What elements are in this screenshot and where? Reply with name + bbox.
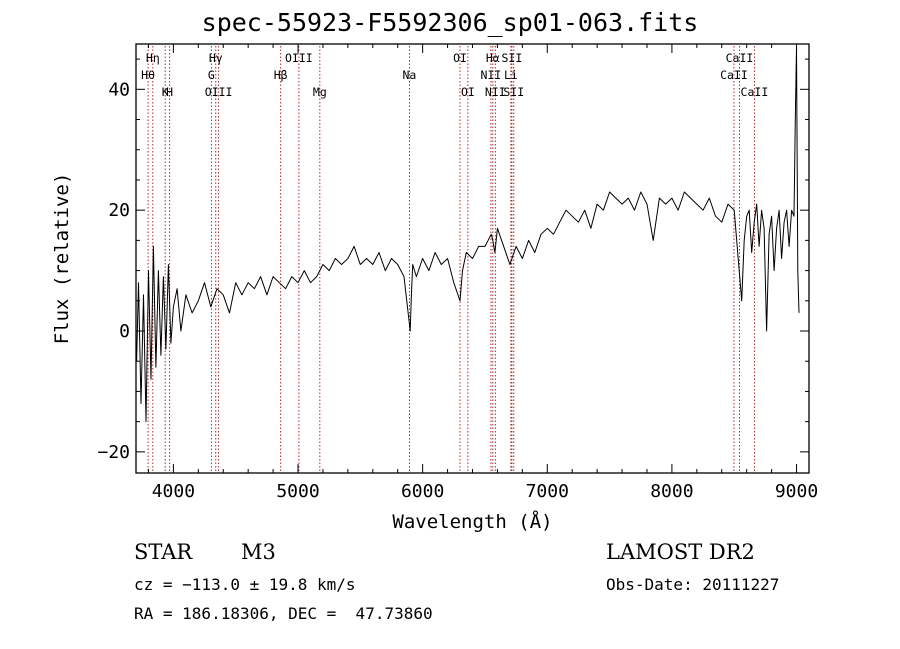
marker-lines-group	[147, 46, 755, 472]
object-subclass: M3	[241, 540, 276, 564]
spectral-line-label: Hα	[486, 51, 500, 65]
survey-name: LAMOST DR2	[606, 540, 755, 564]
x-tick-label: 5000	[276, 481, 319, 502]
y-tick-label: 40	[108, 79, 130, 100]
spectral-line-label: NII	[485, 85, 506, 99]
spectral-line-label: OIII	[285, 51, 313, 65]
spectral-line-label: Hθ	[141, 68, 155, 82]
ra-dec: RA = 186.18306, DEC = 47.73860	[134, 604, 433, 623]
spectral-line-label: OI	[453, 51, 467, 65]
x-tick-label: 7000	[526, 481, 569, 502]
y-tick-label: 0	[119, 321, 130, 342]
spectral-line-label: OI	[461, 85, 475, 99]
spectral-line-label: Li	[504, 68, 518, 82]
x-axis-label: Wavelength (Å)	[392, 510, 552, 533]
x-tick-label: 8000	[650, 481, 693, 502]
spectral-line-label: CaII	[741, 85, 769, 99]
spectral-line-label: H	[166, 85, 173, 99]
spectral-line-label: CaII	[726, 51, 754, 65]
chart-title: spec-55923-F5592306_sp01-063.fits	[201, 8, 699, 37]
spectral-line-label: OIII	[205, 85, 233, 99]
spectral-line-label: Hη	[146, 51, 160, 65]
spectral-line-label: Hγ	[209, 51, 223, 65]
line-labels-group: HηHθHKHγGOIIIOIIIHβMgNaOIOIHαNIINIISIILi…	[141, 51, 768, 99]
obs-date: Obs-Date: 20111227	[606, 575, 780, 594]
spectral-line-label: Na	[403, 68, 417, 82]
spectral-line-label: K	[162, 85, 169, 99]
spectral-line-label: CaII	[720, 68, 748, 82]
y-tick-label: 20	[108, 200, 130, 221]
spectral-line-label: G	[208, 68, 215, 82]
ticks-group: 4000 5000 6000 7000 8000 9000 −20 0 20 40	[97, 44, 818, 502]
x-tick-label: 6000	[401, 481, 444, 502]
y-axis-label: Flux (relative)	[51, 173, 73, 345]
spectral-line-label: Hβ	[274, 68, 288, 82]
y-tick-label: −20	[97, 442, 130, 463]
spectral-line-label: NII	[481, 68, 502, 82]
series-group	[136, 46, 800, 423]
spectrum-line	[136, 46, 800, 423]
spectral-line-label: Mg	[313, 85, 327, 99]
x-tick-label: 4000	[152, 481, 195, 502]
x-tick-label: 9000	[775, 481, 818, 502]
redshift-cz: cz = −113.0 ± 19.8 km/s	[134, 575, 356, 594]
spectral-line-label: SII	[503, 85, 524, 99]
spectral-line-label: SII	[501, 51, 522, 65]
object-class: STAR	[134, 540, 193, 564]
